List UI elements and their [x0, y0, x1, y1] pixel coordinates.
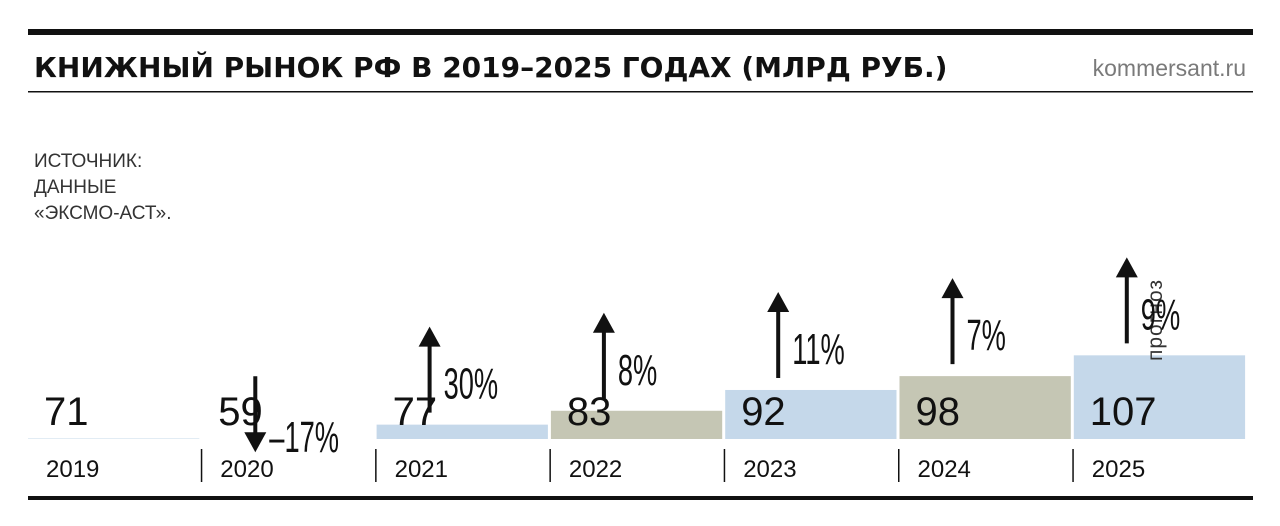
bar-2024: [899, 376, 1071, 439]
year-separator-2021: [375, 449, 377, 482]
forecast-label: прогноз: [1144, 279, 1167, 361]
year-separator-2025: [1072, 449, 1074, 482]
bottom-rule: [28, 496, 1253, 500]
bar-2025: [1073, 355, 1246, 439]
title-rule: [28, 91, 1253, 93]
year-separator-2024: [898, 449, 900, 482]
changes-group: –17% 30% 8% 11% 7% 9%: [244, 257, 1180, 462]
change-2024: 7%: [941, 278, 1006, 365]
bar-2021: [376, 424, 548, 439]
change-label-2022: 8%: [618, 345, 657, 394]
source-line-2: ДАННЫЕ: [34, 177, 116, 198]
change-2023: 11%: [767, 291, 845, 378]
change-2025: 9%: [1115, 257, 1180, 344]
year-separator-2023: [723, 449, 726, 482]
year-label-2021: 2021: [395, 456, 448, 483]
value-label-2025: 107: [1090, 390, 1157, 434]
up-arrow-head: [592, 312, 615, 333]
value-label-2023: 92: [741, 390, 786, 434]
up-arrow-head: [1115, 257, 1138, 278]
change-label-2023: 11%: [792, 324, 845, 373]
year-label-2022: 2022: [569, 456, 622, 483]
year-label-2025: 2025: [1092, 456, 1145, 483]
change-2020: –17%: [244, 376, 339, 462]
year-separator-2022: [549, 449, 551, 482]
change-label-2020: –17%: [269, 413, 339, 462]
value-label-2019: 71: [44, 390, 89, 434]
x-axis: 2019 2020 2021 2022 2023 2024 2025: [46, 449, 1145, 483]
change-2021: 30%: [418, 326, 499, 413]
change-label-2025: 9%: [1141, 290, 1180, 339]
year-label-2024: 2024: [918, 456, 971, 483]
up-arrow-head: [418, 326, 441, 347]
top-rule: [28, 29, 1253, 35]
year-label-2020: 2020: [220, 456, 273, 483]
bar-2023: [725, 389, 897, 439]
source-note: ИСТОЧНИК: ДАННЫЕ «ЭКСМО-АСТ».: [34, 151, 171, 224]
up-arrow-head: [941, 278, 964, 299]
change-2022: 8%: [592, 312, 657, 399]
year-label-2023: 2023: [743, 456, 796, 483]
change-label-2021: 30%: [444, 359, 499, 408]
site-label: kommersant.ru: [1093, 55, 1246, 81]
down-arrow-head: [244, 432, 267, 453]
change-label-2024: 7%: [967, 310, 1006, 359]
year-separator-2020: [200, 449, 203, 482]
chart-title: КНИЖНЫЙ РЫНОК РФ В 2019–2025 ГОДАХ (МЛРД…: [34, 50, 947, 84]
value-label-2024: 98: [916, 390, 961, 434]
source-line-3: «ЭКСМО-АСТ».: [34, 203, 171, 224]
up-arrow-head: [767, 291, 790, 312]
source-line-1: ИСТОЧНИК:: [34, 151, 142, 172]
bar-2022: [550, 410, 723, 439]
bar-2019: [28, 438, 200, 439]
year-label-2019: 2019: [46, 456, 99, 483]
